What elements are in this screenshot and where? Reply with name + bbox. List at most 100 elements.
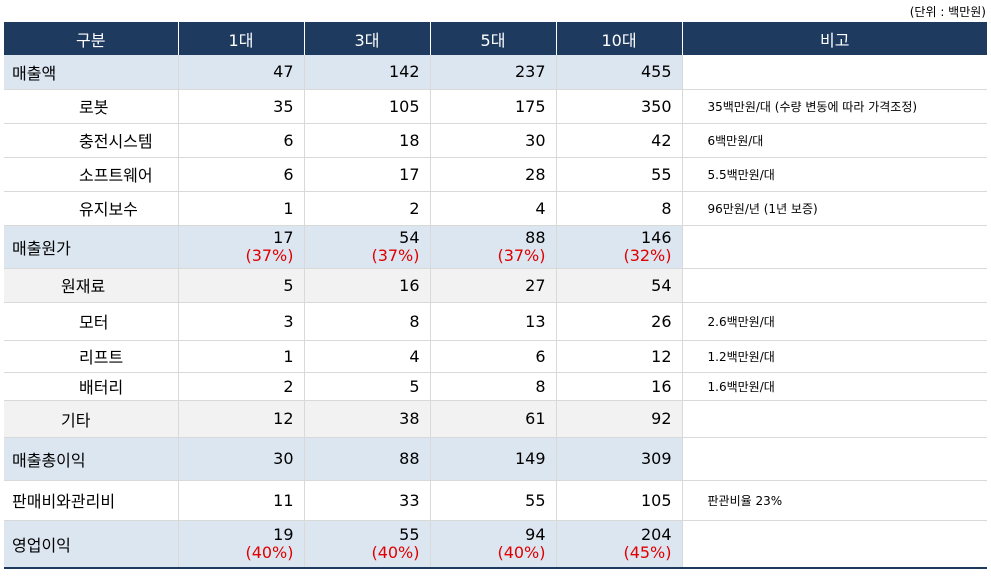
row-label: 판매비와관리비 — [4, 480, 178, 521]
table-row: 매출액 47 142 237 455 — [4, 55, 987, 90]
cell-value: 30 — [429, 123, 556, 158]
table-row: 유지보수 1 2 4 8 96만원/년 (1년 보증) — [4, 191, 987, 226]
row-label: 매출액 — [4, 55, 178, 90]
cell-value: 54 — [555, 268, 682, 303]
cell-note: 6백만원/대 — [681, 123, 987, 158]
cell-value: 237 — [429, 55, 556, 90]
header-row: 구분 1대 3대 5대 10대 비고 — [4, 22, 987, 55]
cell-value: 5 — [177, 268, 304, 303]
cell-value: 54 (37%) — [303, 225, 430, 269]
cell-note: 2.6백만원/대 — [681, 302, 987, 341]
cell-value: 88 — [303, 437, 430, 481]
header-category: 구분 — [4, 22, 178, 55]
table-row: 매출원가 17 (37%) 54 (37%) 88 (37%) 146 (32%) — [4, 225, 987, 269]
cell-value: 5 — [303, 372, 430, 401]
cell-value: 16 — [303, 268, 430, 303]
ratio: (40%) — [371, 542, 420, 562]
header-col-5: 5대 — [429, 22, 556, 55]
header-note: 비고 — [681, 22, 987, 55]
header-col-1: 1대 — [177, 22, 304, 55]
ratio: (32%) — [623, 245, 672, 265]
cell-value: 61 — [429, 400, 556, 438]
cell-value: 35 — [177, 89, 304, 124]
row-label: 모터 — [4, 302, 178, 341]
cell-note: 5.5백만원/대 — [681, 157, 987, 192]
row-label: 기타 — [4, 400, 178, 438]
cell-value: 30 — [177, 437, 304, 481]
cell-value: 2 — [303, 191, 430, 226]
cell-value: 350 — [555, 89, 682, 124]
row-label: 리프트 — [4, 340, 178, 373]
ratio: (45%) — [623, 542, 672, 562]
ratio: (40%) — [497, 542, 546, 562]
cell-value: 6 — [177, 123, 304, 158]
cell-value: 17 (37%) — [177, 225, 304, 269]
cell-value: 2 — [177, 372, 304, 401]
financial-table: 구분 1대 3대 5대 10대 비고 매출액 47 142 237 455 로봇… — [4, 22, 987, 569]
cell-value: 105 — [555, 480, 682, 521]
cell-value: 1 — [177, 340, 304, 373]
cell-value: 27 — [429, 268, 556, 303]
table-row: 리프트 1 4 6 12 1.2백만원/대 — [4, 340, 987, 373]
value: 94 — [525, 524, 546, 544]
cell-note: 1.6백만원/대 — [681, 372, 987, 401]
cell-value: 149 — [429, 437, 556, 481]
table-row: 소프트웨어 6 17 28 55 5.5백만원/대 — [4, 157, 987, 192]
value: 54 — [399, 227, 420, 247]
cell-note: 판관비율 23% — [681, 480, 987, 521]
value: 55 — [399, 524, 420, 544]
cell-value: 142 — [303, 55, 430, 90]
cell-value: 6 — [177, 157, 304, 192]
row-label: 배터리 — [4, 372, 178, 401]
value: 146 — [640, 227, 672, 247]
table-row: 충전시스템 6 18 30 42 6백만원/대 — [4, 123, 987, 158]
table-row: 매출총이익 30 88 149 309 — [4, 437, 987, 481]
cell-value: 105 — [303, 89, 430, 124]
cell-value: 455 — [555, 55, 682, 90]
cell-value: 11 — [177, 480, 304, 521]
header-col-3: 3대 — [303, 22, 430, 55]
cell-value: 309 — [555, 437, 682, 481]
cell-value: 38 — [303, 400, 430, 438]
row-label: 매출총이익 — [4, 437, 178, 481]
cell-note — [681, 268, 987, 303]
value: 88 — [525, 227, 546, 247]
cell-value: 8 — [555, 191, 682, 226]
cell-value: 55 (40%) — [303, 520, 430, 569]
cell-value: 18 — [303, 123, 430, 158]
cell-note — [681, 520, 987, 569]
table-row: 판매비와관리비 11 33 55 105 판관비율 23% — [4, 480, 987, 521]
unit-note: (단위 : 백만원) — [909, 5, 986, 19]
cell-value: 4 — [429, 191, 556, 226]
cell-value: 12 — [177, 400, 304, 438]
cell-value: 17 — [303, 157, 430, 192]
table-row: 로봇 35 105 175 350 35백만원/대 (수량 변동에 따라 가격조… — [4, 89, 987, 124]
table-row: 모터 3 8 13 26 2.6백만원/대 — [4, 302, 987, 341]
cell-note — [681, 225, 987, 269]
cell-value: 88 (37%) — [429, 225, 556, 269]
cell-value: 146 (32%) — [555, 225, 682, 269]
cell-value: 47 — [177, 55, 304, 90]
cell-note: 1.2백만원/대 — [681, 340, 987, 373]
cell-value: 94 (40%) — [429, 520, 556, 569]
value: 204 — [640, 524, 672, 544]
ratio: (37%) — [371, 245, 420, 265]
row-label: 소프트웨어 — [4, 157, 178, 192]
cell-value: 28 — [429, 157, 556, 192]
row-label: 매출원가 — [4, 225, 178, 269]
row-label: 유지보수 — [4, 191, 178, 226]
cell-value: 1 — [177, 191, 304, 226]
cell-value: 6 — [429, 340, 556, 373]
cell-value: 92 — [555, 400, 682, 438]
cell-value: 16 — [555, 372, 682, 401]
header-col-10: 10대 — [555, 22, 682, 55]
cell-note — [681, 437, 987, 481]
cell-value: 204 (45%) — [555, 520, 682, 569]
cell-value: 55 — [429, 480, 556, 521]
cell-value: 8 — [303, 302, 430, 341]
row-label: 원재료 — [4, 268, 178, 303]
table-row: 원재료 5 16 27 54 — [4, 268, 987, 303]
ratio: (37%) — [497, 245, 546, 265]
cell-value: 8 — [429, 372, 556, 401]
cell-value: 42 — [555, 123, 682, 158]
